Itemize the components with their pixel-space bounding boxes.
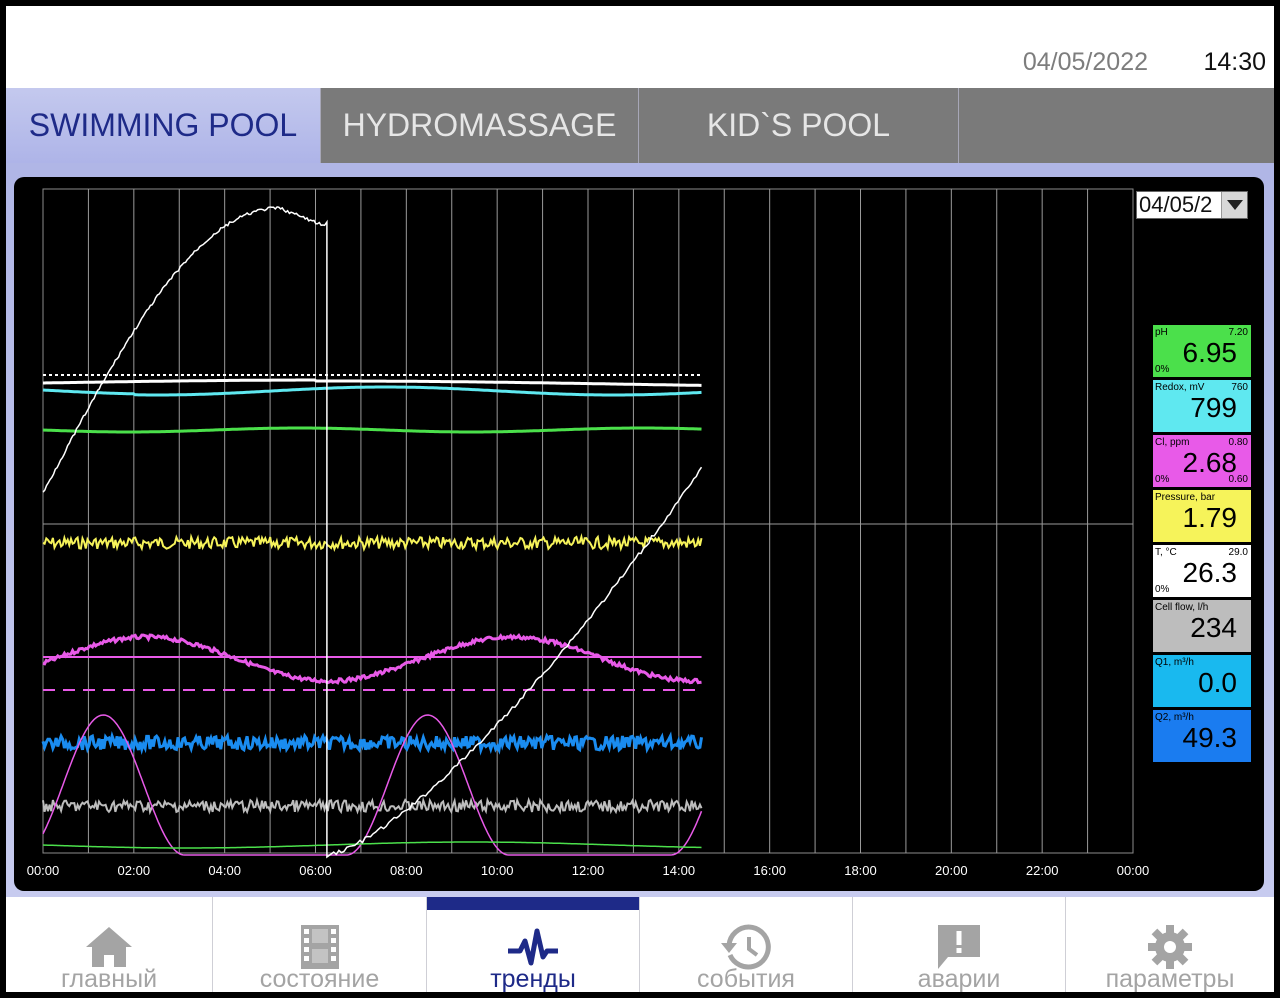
tile-name: pH [1155,327,1168,338]
nav-settings[interactable]: параметры [1066,897,1274,992]
nav-label: состояние [259,965,380,992]
tile-max: 0.80 [1228,437,1248,448]
tile-value: 1.79 [1182,502,1238,533]
alert-message-icon [938,925,980,969]
nav-label: аварии [917,965,1001,992]
tile-max: 760 [1231,382,1248,393]
nav-alarms[interactable]: аварии [853,897,1066,992]
header: 04/05/2022 14:30 [6,6,1274,88]
app-frame: 04/05/2022 14:30 SWIMMING POOL HYDROMASS… [6,6,1274,992]
date-select-value: 04/05/2 [1139,192,1213,217]
x-axis-ticks: 00:00 02:00 04:00 06:00 08:00 10:00 12:00 14:00… [27,863,1150,878]
tab-kids-pool[interactable]: KID`S POOL [639,88,959,163]
chart-grid [42,188,1134,854]
x-tick-label: 20:00 [935,863,968,878]
tile-ph[interactable]: pH 7.20 0% 6.95 [1153,325,1251,377]
gear-icon [1148,925,1192,969]
tile-max: 7.20 [1228,327,1248,338]
tile-name: T, °C [1155,547,1177,558]
x-tick-label: 22:00 [1026,863,1059,878]
tab-hydromassage[interactable]: HYDROMASSAGE [321,88,639,163]
tile-name: Cl, ppm [1155,437,1190,448]
series-q2 [41,730,703,756]
series-level [42,206,703,859]
header-date: 04/05/2022 [1022,48,1148,76]
x-tick-label: 06:00 [299,863,332,878]
pool-tabs: SWIMMING POOL HYDROMASSAGE KID`S POOL [6,88,1274,163]
nav-label: главный [60,965,158,992]
tile-name: Q1, m³/h [1155,657,1194,668]
series-pressure [42,533,703,553]
series-ph [43,378,702,387]
tile-q2[interactable]: Q2, m³/h 49.3 [1153,710,1251,762]
active-indicator [427,897,639,910]
x-tick-label: 00:00 [27,863,60,878]
trend-chart-panel: 00:00 02:00 04:00 06:00 08:00 10:00 12:00 14:00… [14,177,1264,891]
tile-name: Redox, mV [1155,382,1205,393]
bottom-nav: главный состояние тренды [6,897,1274,992]
trends-content: 00:00 02:00 04:00 06:00 08:00 10:00 12:00 14:00… [6,163,1274,897]
tile-value: 0.0 [1198,667,1237,698]
x-tick-label: 12:00 [572,863,605,878]
tile-min: 0% [1155,364,1170,375]
tile-cell-flow[interactable]: Cell flow, l/h 234 [1153,600,1251,652]
series-pump [42,714,703,856]
x-tick-label: 00:00 [1117,863,1150,878]
nav-home[interactable]: главный [6,897,213,992]
tile-value: 6.95 [1182,337,1238,368]
tile-q1[interactable]: Q1, m³/h 0.0 [1153,655,1251,707]
pulse-icon [508,928,558,966]
tile-sub: 0.60 [1228,474,1248,485]
tile-value: 234 [1190,612,1237,643]
chart-series [41,206,703,859]
tile-min: 0% [1155,584,1170,595]
date-select[interactable]: 04/05/2 [1136,191,1248,219]
series-aux [42,841,702,849]
tile-max: 29.0 [1228,547,1248,558]
tile-min: 0% [1155,474,1170,485]
history-icon [721,924,771,970]
tile-value: 26.3 [1182,557,1238,588]
tile-pressure[interactable]: Pressure, bar 1.79 [1153,490,1251,542]
nav-events[interactable]: события [640,897,853,992]
series-cell-flow [42,796,703,816]
nav-status[interactable]: состояние [213,897,427,992]
x-tick-label: 08:00 [390,863,423,878]
tile-name: Pressure, bar [1155,492,1216,503]
series-redox [42,385,702,397]
tile-name: Cell flow, l/h [1155,602,1209,613]
chevron-down-icon[interactable] [1221,192,1247,218]
tile-value: 799 [1190,392,1237,423]
film-icon [300,925,339,969]
x-tick-label: 04:00 [208,863,241,878]
tile-value: 2.68 [1182,447,1238,478]
x-tick-label: 14:00 [663,863,696,878]
x-tick-label: 10:00 [481,863,514,878]
trend-chart: 00:00 02:00 04:00 06:00 08:00 10:00 12:00 14:00… [27,188,1150,878]
header-time: 14:30 [1203,48,1266,76]
tile-chlorine[interactable]: Cl, ppm 0.80 0% 0.60 2.68 [1153,435,1251,487]
tile-name: Q2, m³/h [1155,712,1194,723]
nav-label: параметры [1105,965,1235,992]
home-icon [86,927,132,967]
tile-redox[interactable]: Redox, mV 760 799 [1153,380,1251,432]
nav-label: события [697,965,795,992]
x-tick-label: 16:00 [753,863,786,878]
tile-temperature[interactable]: T, °C 29.0 0% 26.3 [1153,545,1251,597]
nav-trends[interactable]: тренды [427,897,640,992]
series-chlorine [42,426,702,434]
x-tick-label: 18:00 [844,863,877,878]
x-tick-label: 02:00 [118,863,151,878]
series-temperature [42,632,702,685]
tab-swimming-pool[interactable]: SWIMMING POOL [6,88,321,163]
nav-label: тренды [490,965,576,992]
tile-value: 49.3 [1182,722,1238,753]
